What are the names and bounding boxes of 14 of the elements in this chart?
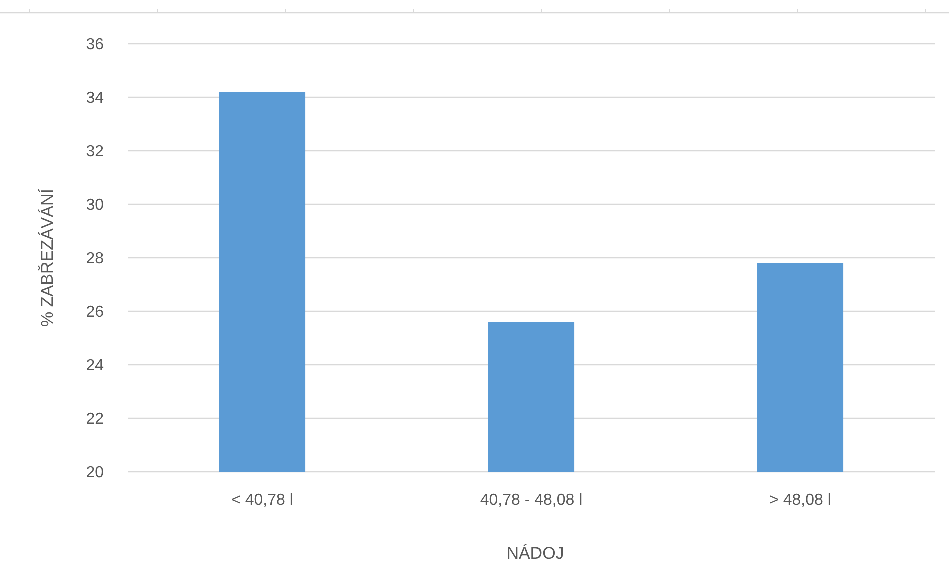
y-tick-label: 32 [86, 144, 104, 161]
y-tick-label: 22 [86, 411, 104, 428]
y-tick-label: 26 [86, 304, 104, 322]
x-tick-label: < 40,78 l [232, 492, 294, 509]
y-tick-label: 20 [86, 464, 104, 482]
y-tick-label: 28 [86, 250, 104, 268]
y-tick-label: 24 [86, 358, 104, 375]
x-tick-label: 40,78 - 48,08 l [480, 492, 583, 509]
y-axis-title: % ZABŘEZÁVÁNÍ [38, 188, 57, 327]
y-tick-label: 30 [86, 197, 104, 214]
x-tick-label: > 48,08 l [770, 492, 832, 509]
y-tick-label: 34 [86, 90, 104, 108]
x-axis-title: NÁDOJ [506, 544, 564, 563]
y-tick-label: 36 [86, 36, 104, 54]
